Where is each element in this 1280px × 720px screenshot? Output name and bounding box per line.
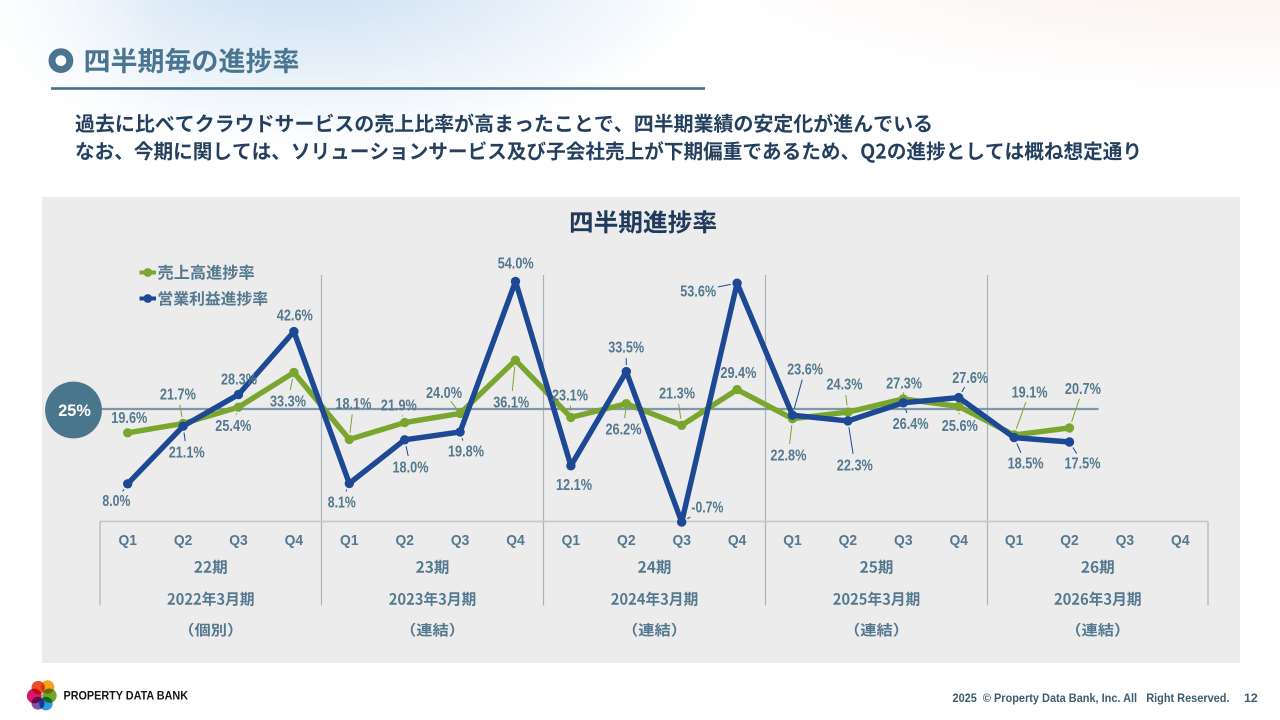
svg-text:54.0%: 54.0% [498, 256, 534, 273]
svg-text:27.6%: 27.6% [952, 370, 988, 387]
svg-text:-0.7%: -0.7% [691, 500, 723, 517]
svg-text:2025 © Property Data Bank, In: 2025 © Property Data Bank, Inc. All Righ… [953, 691, 1230, 705]
svg-text:26.4%: 26.4% [893, 416, 929, 433]
svg-text:Q3: Q3 [1116, 532, 1135, 549]
svg-text:18.1%: 18.1% [335, 396, 371, 413]
svg-text:25.6%: 25.6% [942, 418, 978, 435]
svg-text:25.4%: 25.4% [215, 418, 251, 435]
svg-text:12.1%: 12.1% [556, 477, 592, 494]
svg-text:Q3: Q3 [894, 532, 913, 549]
svg-text:24.3%: 24.3% [827, 377, 863, 394]
svg-text:Q1: Q1 [118, 532, 137, 549]
svg-text:PROPERTY DATA BANK: PROPERTY DATA BANK [64, 689, 189, 703]
svg-text:Q3: Q3 [229, 532, 248, 549]
svg-text:Q1: Q1 [340, 532, 359, 549]
svg-text:Q1: Q1 [1005, 532, 1024, 549]
svg-text:19.1%: 19.1% [1012, 384, 1048, 401]
svg-text:36.1%: 36.1% [493, 395, 529, 412]
svg-text:21.1%: 21.1% [169, 445, 205, 462]
svg-text:Q4: Q4 [949, 532, 968, 549]
svg-text:Q2: Q2 [839, 532, 858, 549]
svg-text:19.6%: 19.6% [111, 410, 147, 427]
svg-text:29.4%: 29.4% [720, 365, 756, 382]
svg-text:23.6%: 23.6% [787, 362, 823, 379]
svg-text:18.5%: 18.5% [1008, 456, 1044, 473]
svg-text:22.8%: 22.8% [770, 448, 806, 465]
svg-text:22.3%: 22.3% [837, 457, 873, 474]
svg-text:26.2%: 26.2% [606, 422, 642, 439]
svg-text:21.3%: 21.3% [659, 386, 695, 403]
svg-text:Q1: Q1 [783, 532, 802, 549]
svg-text:Q4: Q4 [285, 532, 304, 549]
svg-text:8.1%: 8.1% [328, 494, 356, 511]
svg-text:21.9%: 21.9% [381, 398, 417, 415]
svg-text:17.5%: 17.5% [1065, 456, 1101, 473]
svg-text:Q4: Q4 [1171, 532, 1190, 549]
svg-text:Q4: Q4 [728, 532, 747, 549]
svg-text:20.7%: 20.7% [1065, 381, 1101, 398]
svg-text:8.0%: 8.0% [102, 493, 130, 510]
svg-text:Q4: Q4 [506, 532, 525, 549]
svg-text:28.3%: 28.3% [221, 371, 257, 388]
svg-text:Q3: Q3 [451, 532, 470, 549]
svg-text:24.0%: 24.0% [426, 385, 462, 402]
svg-text:33.5%: 33.5% [608, 340, 644, 357]
svg-text:19.8%: 19.8% [448, 444, 484, 461]
svg-text:42.6%: 42.6% [277, 307, 313, 324]
svg-text:27.3%: 27.3% [886, 376, 922, 393]
svg-text:25%: 25% [58, 402, 91, 420]
svg-text:33.3%: 33.3% [270, 394, 306, 411]
svg-text:Q2: Q2 [395, 532, 414, 549]
svg-text:18.0%: 18.0% [393, 459, 429, 476]
svg-text:Q3: Q3 [672, 532, 691, 549]
svg-text:Q2: Q2 [617, 532, 636, 549]
svg-text:Q2: Q2 [1060, 532, 1079, 549]
svg-text:Q2: Q2 [174, 532, 193, 549]
svg-text:23.1%: 23.1% [552, 387, 588, 404]
svg-text:Q1: Q1 [562, 532, 581, 549]
svg-text:12: 12 [1244, 691, 1258, 705]
svg-text:21.7%: 21.7% [160, 387, 196, 404]
svg-text:53.6%: 53.6% [680, 284, 716, 301]
